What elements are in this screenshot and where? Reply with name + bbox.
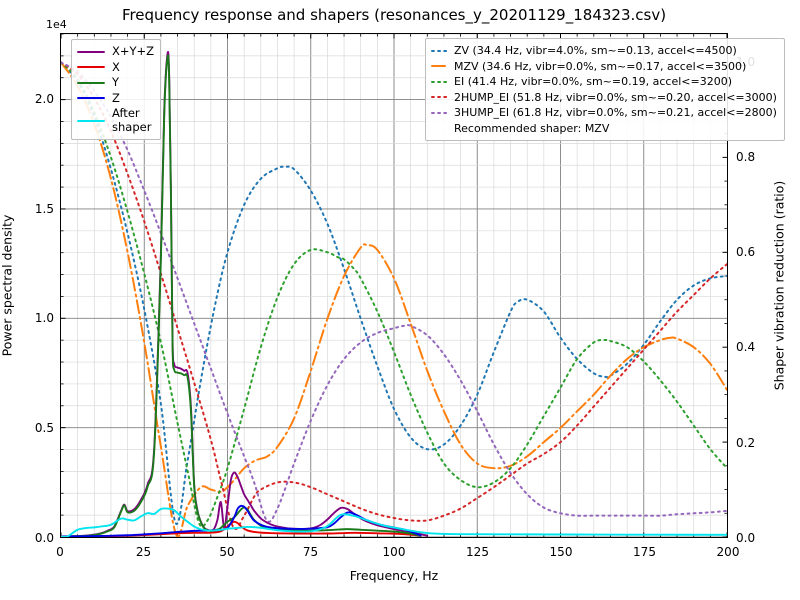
legend-swatch-line-icon — [77, 77, 105, 89]
curve-2hump-ei — [61, 61, 727, 530]
legend-item-x[interactable]: X — [77, 60, 154, 76]
legend-swatch-line-icon — [77, 92, 105, 104]
x-tick-0: 0 — [56, 545, 64, 559]
x-axis-label: Frequency, Hz — [349, 568, 439, 583]
data-curves — [61, 51, 727, 537]
legend-item-mzv[interactable]: MZV (34.6 Hz, vibr=0.0%, sm~=0.17, accel… — [431, 59, 777, 75]
y-right-tick-0.8: 0.8 — [736, 149, 756, 164]
y-left-tick-0.5: 0.5 — [34, 421, 54, 436]
x-tick-75: 75 — [302, 545, 319, 559]
legend-item-zv[interactable]: ZV (34.4 Hz, vibr=4.0%, sm~=0.13, accel<… — [431, 43, 777, 59]
legend-item-label: Z — [112, 90, 120, 105]
curve-ei — [61, 61, 727, 528]
x-tick-25: 25 — [135, 545, 152, 559]
x-tick-100: 100 — [382, 545, 406, 559]
legend-swatch-line-icon — [431, 76, 448, 88]
legend-item-x+y+z[interactable]: X+Y+Z — [77, 44, 154, 60]
legend-swatch-line-icon — [431, 60, 448, 72]
legend-swatch-line-icon — [431, 45, 448, 57]
legend-item-z[interactable]: Z — [77, 91, 154, 107]
legend-swatch-line-icon — [77, 115, 105, 127]
curve-z — [61, 504, 422, 537]
curve-after-shaper — [61, 507, 727, 537]
y-right-tick-0.0: 0.0 — [736, 531, 756, 545]
y-right-tick-0.4: 0.4 — [736, 340, 756, 355]
legend-item-3hump_ei[interactable]: 3HUMP_EI (61.8 Hz, vibr=0.0%, sm~=0.21, … — [431, 105, 777, 121]
y-axis-left-label: Power spectral density — [0, 214, 15, 357]
legend-item-label: Y — [112, 75, 120, 89]
legend-swatch-line-icon — [431, 107, 448, 119]
x-tick-175: 175 — [633, 545, 656, 559]
legend-item-y[interactable]: Y — [77, 75, 154, 91]
x-tick-200: 200 — [716, 545, 740, 559]
legend-swatch-line-icon — [431, 91, 448, 103]
curve-3hump-ei — [61, 61, 727, 523]
y-left-tick-1.5: 1.5 — [34, 201, 54, 216]
x-tick-50: 50 — [219, 545, 235, 559]
legend-swatch-line-icon — [77, 61, 105, 73]
legend-shapers[interactable]: ZV (34.4 Hz, vibr=4.0%, sm~=0.13, accel<… — [425, 38, 785, 141]
legend-swatch-line-icon — [77, 46, 105, 58]
recommended-shaper-note: Recommended shaper: MZV — [454, 121, 610, 135]
y-right-tick-0.2: 0.2 — [736, 435, 756, 450]
legend-item-label: 3HUMP_EI (61.8 Hz, vibr=0.0%, sm~=0.21, … — [454, 106, 777, 119]
legend-item-aftershaper[interactable]: After shaper — [77, 106, 154, 135]
y-left-tick-1.0: 1.0 — [34, 311, 54, 326]
legend-item-label: 2HUMP_EI (51.8 Hz, vibr=0.0%, sm~=0.20, … — [454, 90, 777, 104]
legend-item-label: X+Y+Z — [112, 44, 155, 58]
legend-item-2hump_ei[interactable]: 2HUMP_EI (51.8 Hz, vibr=0.0%, sm~=0.20, … — [431, 90, 777, 106]
legend-item-label: MZV (34.6 Hz, vibr=0.0%, sm~=0.17, accel… — [454, 59, 747, 73]
x-tick-125: 125 — [466, 545, 489, 559]
plot-area — [60, 33, 728, 538]
legend-item-label: X — [112, 59, 120, 74]
page-title: Frequency response and shapers (resonanc… — [121, 6, 667, 24]
y-left-tick-0.0: 0.0 — [34, 531, 54, 545]
legend-psd[interactable]: X+Y+Z X Y Z After shaper — [71, 39, 162, 140]
legend-item-ei[interactable]: EI (41.4 Hz, vibr=0.0%, sm~=0.19, accel<… — [431, 74, 777, 90]
legend-item-label: After shaper — [112, 106, 152, 134]
y-axis-offset-text: 1e4 — [46, 18, 67, 31]
curve-zv — [61, 61, 727, 525]
curve-mzv — [61, 61, 727, 537]
x-tick-150: 150 — [549, 545, 573, 559]
y-right-tick-0.6: 0.6 — [736, 245, 756, 260]
y-left-tick-2.0: 2.0 — [34, 91, 54, 106]
legend-item-label: ZV (34.4 Hz, vibr=4.0%, sm~=0.13, accel<… — [454, 44, 737, 57]
legend-item-label: EI (41.4 Hz, vibr=0.0%, sm~=0.19, accel<… — [454, 75, 732, 88]
